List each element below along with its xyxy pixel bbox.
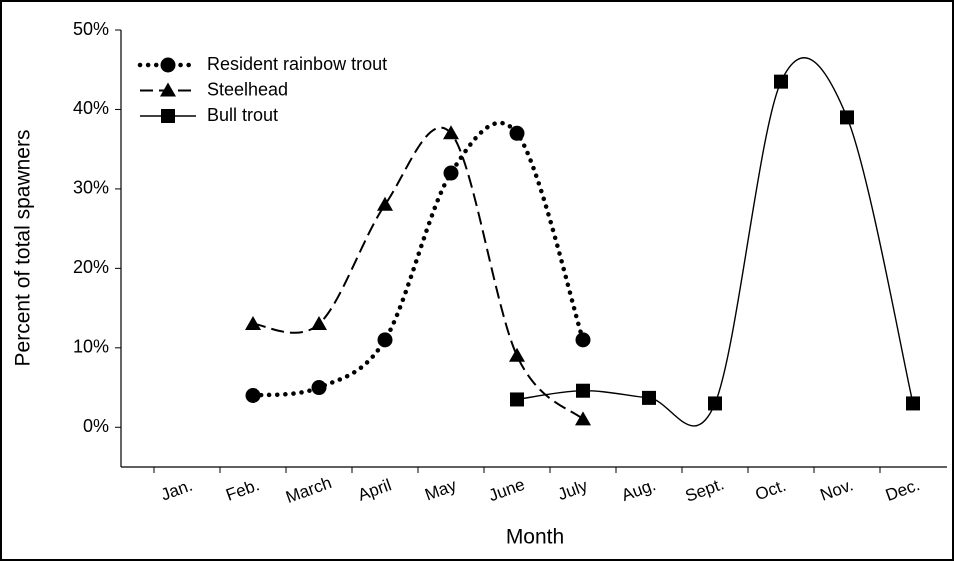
legend-label: Bull trout <box>207 105 278 125</box>
data-point <box>642 390 656 405</box>
y-tick-label: 50% <box>73 19 109 39</box>
data-point <box>311 315 327 330</box>
legend-marker <box>160 57 176 73</box>
data-point <box>575 332 591 348</box>
data-point <box>443 125 459 140</box>
x-tick-label: Dec. <box>883 475 922 505</box>
x-axis-title: Month <box>506 526 564 549</box>
y-tick-label: 40% <box>73 98 109 118</box>
y-axis-title: Percent of total spawners <box>12 130 35 367</box>
y-tick-label: 0% <box>83 416 109 436</box>
y-tick-label: 10% <box>73 337 109 357</box>
data-point <box>377 332 393 348</box>
data-point <box>576 383 590 398</box>
data-point <box>575 411 591 426</box>
x-tick-label: Aug. <box>619 475 658 505</box>
x-tick-label: Oct. <box>753 476 789 505</box>
series-line <box>252 126 584 421</box>
legend-marker <box>160 82 176 97</box>
data-point <box>510 392 524 407</box>
data-point <box>906 396 920 411</box>
x-tick-label: Nov. <box>818 475 856 504</box>
x-tick-label: Feb. <box>223 475 261 504</box>
y-tick-label: 20% <box>73 257 109 277</box>
x-tick-label: April <box>355 475 393 504</box>
y-tick-label: 30% <box>73 178 109 198</box>
x-tick-label: Jan. <box>158 476 195 505</box>
x-tick-label: May <box>422 475 459 504</box>
legend-label: Steelhead <box>207 79 288 99</box>
series-line <box>250 120 586 398</box>
data-point <box>245 315 261 330</box>
x-tick-label: June <box>486 475 527 505</box>
legend-marker <box>161 109 175 123</box>
x-tick-label: March <box>283 473 334 507</box>
data-point <box>840 110 854 125</box>
data-point <box>245 387 261 403</box>
data-point <box>377 196 393 211</box>
data-point <box>708 396 722 411</box>
data-point <box>509 347 525 362</box>
data-point <box>774 74 788 89</box>
data-point <box>443 165 459 181</box>
x-tick-label: Sept. <box>683 474 727 505</box>
series-line <box>516 57 914 427</box>
data-point <box>509 125 525 141</box>
x-tick-label: July <box>555 476 590 504</box>
legend-label: Resident rainbow trout <box>207 54 387 74</box>
data-point <box>311 380 327 396</box>
